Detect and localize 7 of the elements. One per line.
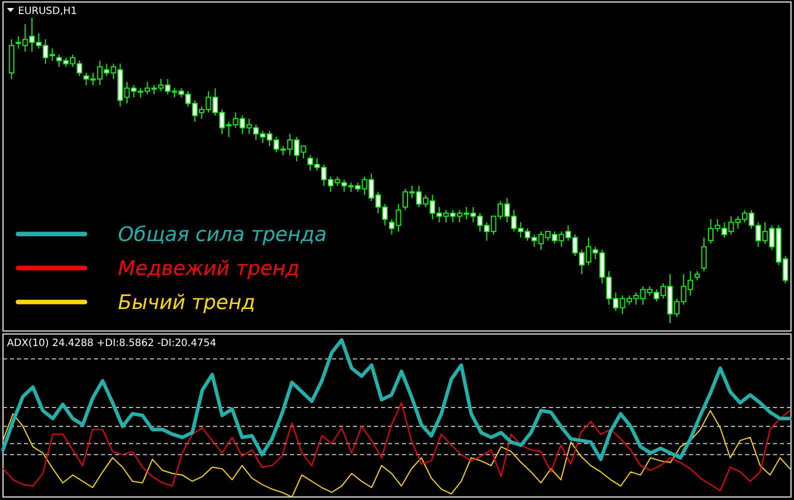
legend-label: Общая сила тренда	[118, 222, 327, 246]
legend-label: Медвежий тренд	[118, 256, 300, 280]
chart-title: EURUSD,H1	[18, 6, 78, 17]
candlestick	[701, 237, 707, 272]
legend-label: Бычий тренд	[118, 290, 256, 314]
chart-title: ADX(10) 24.4288 +DI:8.5862 -DI:20.4754	[7, 338, 216, 349]
candlestick	[694, 270, 700, 281]
